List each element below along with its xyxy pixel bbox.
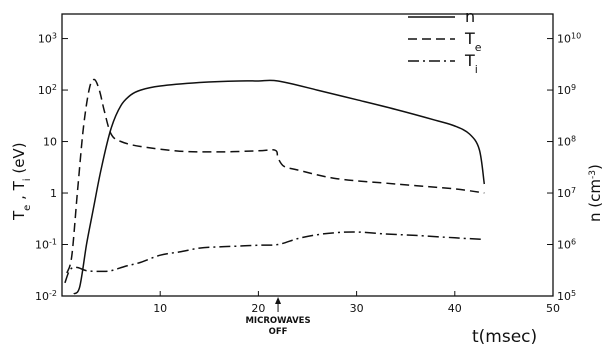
right-y-axis-ticks: 105 106 107 108 109 1010 xyxy=(547,31,581,303)
right-axis-title: n (cm-3) xyxy=(586,164,604,222)
annotation-arrow-head xyxy=(275,297,282,304)
left-axis-title: Te , Ti (eV) xyxy=(10,142,33,221)
left-tick-label: 102 xyxy=(38,83,57,98)
right-tick-label: 109 xyxy=(557,83,576,98)
left-tick-label: 10-1 xyxy=(35,237,57,252)
x-tick-label: 40 xyxy=(448,302,462,315)
x-axis-ticks: 10 20 30 40 50 xyxy=(153,291,560,315)
legend-label: Te xyxy=(464,29,482,54)
right-tick-label: 107 xyxy=(557,186,576,201)
x-tick-label: 30 xyxy=(350,302,364,315)
series-line-t-e xyxy=(66,78,485,274)
microwaves-off-annotation: MICROWAVES OFF xyxy=(245,297,311,337)
left-tick-label: 1 xyxy=(50,187,57,200)
series-line-t-i xyxy=(64,231,485,284)
x-tick-label: 20 xyxy=(251,302,265,315)
legend-label: n xyxy=(465,7,475,26)
plot-frame xyxy=(61,13,554,297)
right-tick-label: 105 xyxy=(557,289,576,304)
right-tick-label: 108 xyxy=(557,134,576,149)
series-layer xyxy=(64,78,486,295)
x-tick-label: 50 xyxy=(546,302,560,315)
legend-label: Ti xyxy=(464,51,478,76)
left-y-axis-ticks: 10-2 10-1 1 10 102 103 xyxy=(35,31,68,303)
right-tick-label: 1010 xyxy=(557,31,581,46)
left-tick-label: 10 xyxy=(43,136,57,149)
right-axis-title-text: n (cm-3) xyxy=(586,164,604,222)
right-tick-label: 106 xyxy=(557,237,576,252)
annotation-line-2: OFF xyxy=(269,327,288,337)
left-axis-title-text: Te , Ti (eV) xyxy=(10,142,33,221)
left-tick-label: 103 xyxy=(38,31,57,46)
x-axis-title: t(msec) xyxy=(472,327,537,347)
annotation-line-1: MICROWAVES xyxy=(245,316,310,326)
series-line-n xyxy=(73,79,486,295)
left-tick-label: 10-2 xyxy=(35,289,57,304)
x-tick-label: 10 xyxy=(153,302,167,315)
